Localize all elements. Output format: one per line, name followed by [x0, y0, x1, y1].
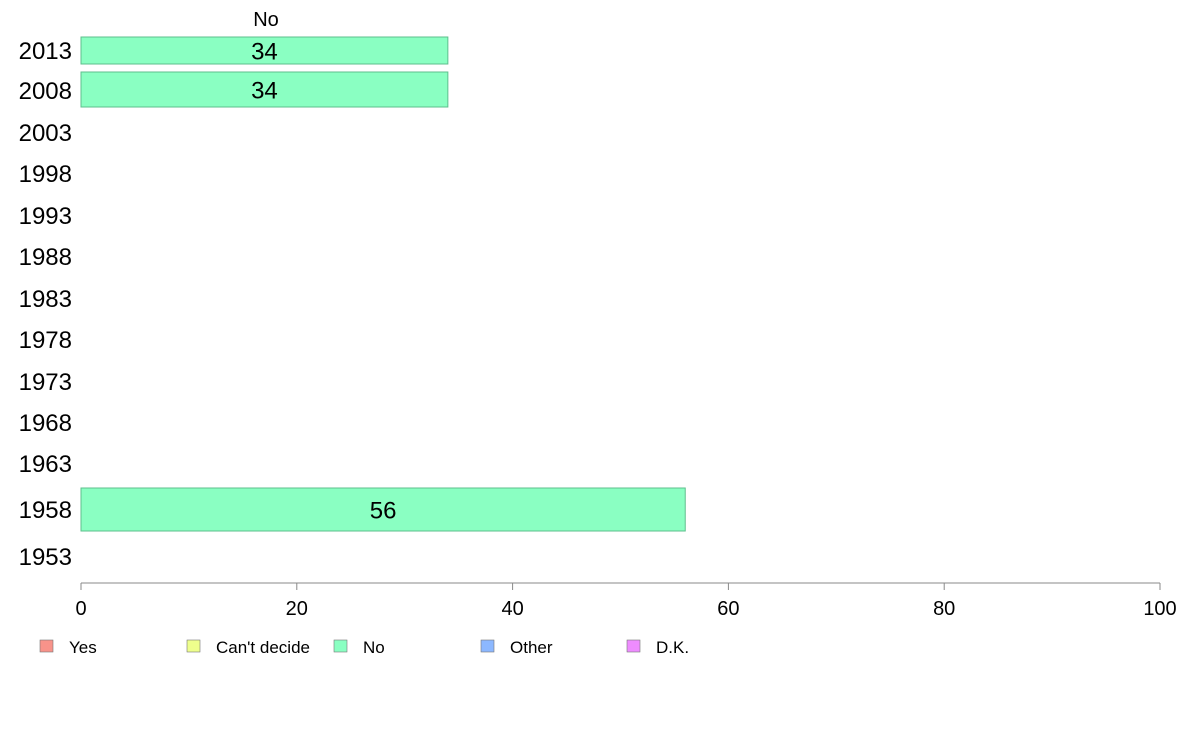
x-tick-label: 40 — [501, 598, 523, 620]
legend-label: No — [363, 638, 385, 657]
category-labels: 2013 2008 2003 1998 1993 1988 1983 1978 1973 1968… — [19, 38, 72, 571]
category-label: 1993 — [19, 203, 72, 230]
category-label: 1998 — [19, 161, 72, 188]
category-label: 2008 — [19, 78, 72, 105]
legend-swatch — [39, 639, 54, 653]
x-axis: 0 20 40 60 80 100 — [75, 582, 1177, 620]
bar-value-label: 34 — [251, 78, 278, 105]
bar-labels: 34 34 56 — [251, 39, 396, 525]
column-header: No — [253, 9, 279, 31]
category-label: 1983 — [19, 286, 72, 313]
category-label: 1973 — [19, 369, 72, 396]
category-label: 1958 — [19, 497, 72, 524]
category-label: 1963 — [19, 451, 72, 478]
category-label: 1953 — [19, 544, 72, 571]
bar — [80, 36, 449, 65]
legend-label: Yes — [69, 638, 97, 657]
category-label: 1988 — [19, 244, 72, 271]
category-label: 1978 — [19, 327, 72, 354]
category-label: 2013 — [19, 38, 72, 65]
legend-swatch — [333, 639, 348, 653]
legend-label: Can't decide — [216, 638, 310, 657]
bar-value-label: 56 — [370, 498, 397, 525]
bar — [80, 71, 449, 108]
bar-value-label: 34 — [251, 39, 278, 66]
x-tick-label: 80 — [933, 598, 955, 620]
x-tick-label: 20 — [286, 598, 308, 620]
category-label: 1968 — [19, 410, 72, 437]
x-tick-label: 0 — [75, 598, 86, 620]
bars — [80, 36, 686, 532]
x-tick-label: 60 — [717, 598, 739, 620]
category-label: 2003 — [19, 120, 72, 147]
legend-swatch — [626, 639, 641, 653]
legend-label: Other — [510, 638, 553, 657]
legend: Yes Can't decide No Other D.K. — [39, 638, 689, 657]
legend-swatch — [186, 639, 201, 653]
legend-swatch — [480, 639, 495, 653]
bar — [80, 487, 686, 532]
legend-label: D.K. — [656, 638, 689, 657]
x-tick-label: 100 — [1143, 598, 1176, 620]
